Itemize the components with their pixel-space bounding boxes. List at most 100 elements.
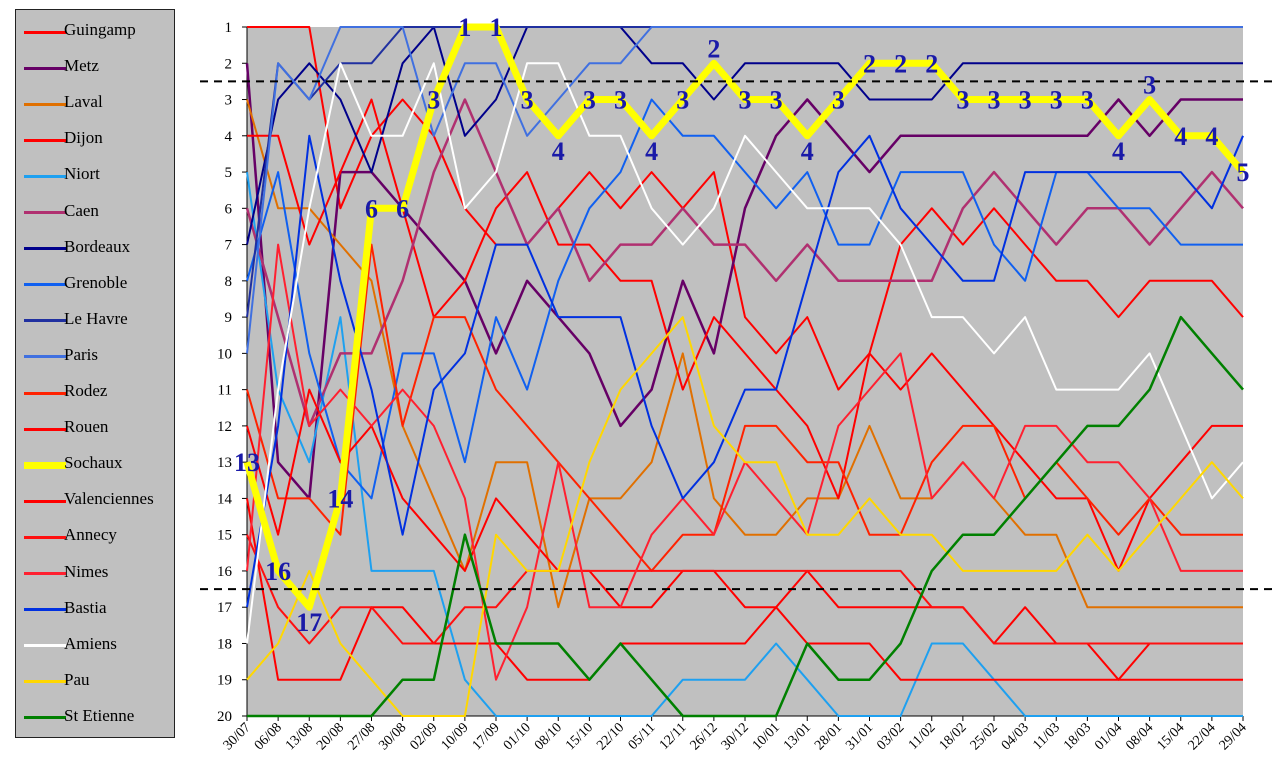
y-tick-label: 8 — [225, 274, 233, 290]
x-tick-label: 28/01 — [812, 720, 845, 753]
sochaux-rank-label: 3 — [427, 86, 440, 115]
legend-swatch — [24, 680, 66, 684]
x-tick-label: 30/07 — [221, 720, 254, 753]
x-tick-label: 08/10 — [532, 720, 565, 753]
legend-label: Dijon — [64, 128, 103, 148]
legend-label: Bastia — [64, 597, 107, 617]
x-tick-label: 11/02 — [906, 720, 939, 753]
x-tick-label: 31/01 — [843, 720, 876, 753]
legend-label: Metz — [64, 56, 99, 76]
legend-label: Laval — [64, 92, 103, 112]
x-axis: 30/0706/0813/0820/0827/0830/0802/0910/09… — [221, 715, 1250, 753]
series-line-caen — [245, 98, 1244, 428]
sochaux-rank-label: 4 — [1205, 122, 1218, 151]
x-tick-label: 15/04 — [1154, 720, 1187, 753]
y-tick-label: 4 — [225, 129, 233, 145]
legend-item: Rodez — [16, 375, 174, 411]
legend-swatch — [24, 608, 66, 612]
x-tick-label: 10/09 — [439, 720, 472, 753]
x-tick-label: 01/04 — [1092, 720, 1125, 753]
y-tick-label: 6 — [225, 201, 233, 217]
legend-label: Nimes — [64, 561, 109, 581]
legend-label: Le Havre — [64, 308, 128, 328]
legend-swatch — [24, 355, 66, 359]
x-tick-label: 27/08 — [345, 720, 378, 753]
sochaux-rank-label: 2 — [894, 49, 907, 78]
sochaux-rank-label: 5 — [1237, 158, 1250, 187]
y-tick-label: 16 — [217, 564, 233, 580]
y-tick-label: 5 — [225, 165, 233, 181]
legend-item: Annecy — [16, 519, 174, 555]
legend-label: Amiens — [64, 633, 117, 653]
sochaux-rank-label: 4 — [1112, 137, 1125, 166]
reference-lines — [200, 80, 1272, 591]
sochaux-rank-label: 4 — [552, 137, 565, 166]
x-tick-label: 12/11 — [657, 720, 690, 753]
legend-label: Rouen — [64, 417, 109, 437]
x-tick-label: 08/04 — [1123, 720, 1156, 753]
legend-item: Dijon — [16, 122, 174, 158]
legend-swatch — [24, 427, 66, 431]
legend-item: St Etienne — [16, 700, 174, 736]
y-tick-label: 20 — [217, 709, 232, 725]
x-tick-label: 02/09 — [407, 720, 440, 753]
legend-label: Niort — [64, 164, 100, 184]
plot-area — [247, 27, 1243, 716]
legend-label: Sochaux — [64, 453, 123, 473]
sochaux-rank-label: 3 — [614, 86, 627, 115]
sochaux-rank-label: 3 — [988, 86, 1001, 115]
legend-item: Amiens — [16, 628, 174, 664]
legend-swatch — [24, 461, 66, 469]
sochaux-rank-label: 4 — [645, 137, 658, 166]
x-tick-label: 22/04 — [1186, 720, 1219, 753]
legend-swatch — [24, 66, 66, 70]
y-tick-label: 19 — [217, 673, 232, 689]
x-tick-label: 03/02 — [874, 720, 907, 753]
y-tick-label: 12 — [217, 419, 232, 435]
legend-item: Grenoble — [16, 267, 174, 303]
legend-swatch — [24, 644, 66, 648]
chart-legend: Guingamp Metz Laval Dijon Niort Caen Bordeaux G… — [15, 9, 175, 738]
legend-item: Laval — [16, 86, 174, 122]
y-tick-label: 3 — [225, 93, 233, 109]
legend-item: Le Havre — [16, 303, 174, 339]
x-tick-label: 25/02 — [968, 720, 1001, 753]
x-tick-label: 29/04 — [1217, 720, 1250, 753]
legend-label: Bordeaux — [64, 236, 131, 256]
sochaux-rank-label: 1 — [458, 13, 471, 42]
y-tick-label: 10 — [217, 346, 232, 362]
legend-item: Pau — [16, 664, 174, 700]
x-tick-label: 22/10 — [594, 720, 627, 753]
y-tick-label: 17 — [217, 600, 233, 616]
x-tick-label: 04/03 — [999, 720, 1032, 753]
legend-swatch — [24, 499, 66, 503]
x-tick-label: 18/03 — [1061, 720, 1094, 753]
legend-item: Bordeaux — [16, 231, 174, 267]
legend-item: Niort — [16, 158, 174, 194]
x-tick-label: 05/11 — [626, 720, 659, 753]
x-tick-label: 10/01 — [750, 720, 783, 753]
y-tick-label: 1 — [225, 20, 233, 36]
y-tick-label: 2 — [225, 56, 233, 72]
series-line-bastia — [246, 134, 1244, 608]
sochaux-rank-label: 4 — [1174, 122, 1187, 151]
x-tick-label: 17/09 — [470, 720, 503, 753]
series-line-laval — [246, 99, 1243, 609]
sochaux-rank-label: 13 — [234, 448, 260, 477]
legend-label: Valenciennes — [64, 489, 154, 509]
legend-item: Metz — [16, 50, 174, 86]
sochaux-rank-label: 14 — [327, 484, 353, 513]
legend-item: Nimes — [16, 556, 174, 592]
sochaux-rank-label: 3 — [1081, 86, 1094, 115]
sochaux-rank-label: 1 — [490, 13, 503, 42]
x-tick-label: 13/01 — [781, 720, 814, 753]
series-line-amiens — [246, 62, 1244, 644]
y-tick-label: 13 — [217, 455, 232, 471]
legend-label: St Etienne — [64, 705, 135, 725]
sochaux-rank-label: 6 — [365, 194, 378, 223]
y-tick-label: 14 — [217, 491, 233, 507]
x-tick-label: 11/03 — [1030, 720, 1063, 753]
y-tick-label: 18 — [217, 636, 232, 652]
legend-item: Caen — [16, 195, 174, 231]
